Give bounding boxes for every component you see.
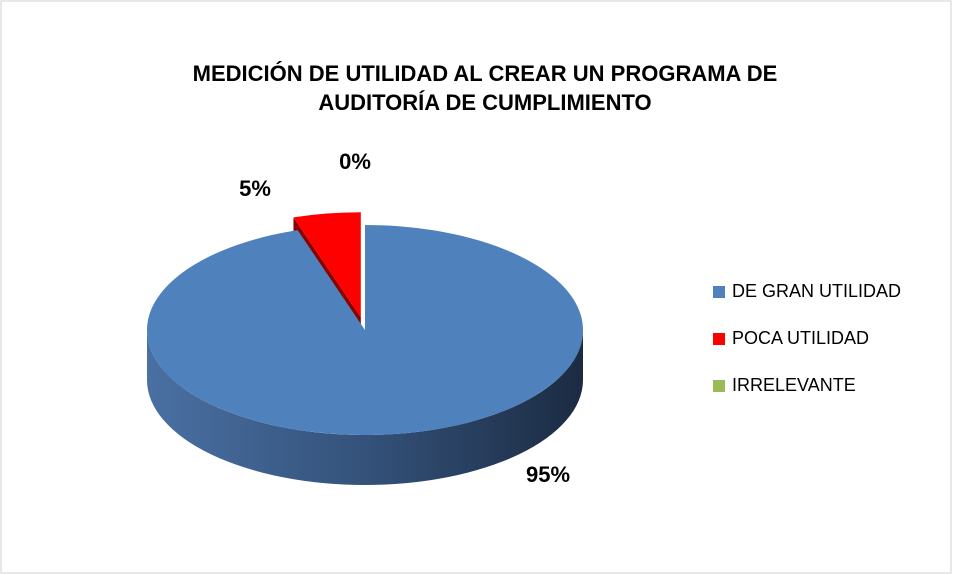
legend-label: IRRELEVANTE (732, 375, 856, 395)
legend-swatch (713, 380, 725, 392)
legend-label: DE GRAN UTILIDAD (732, 281, 901, 301)
pie-slice (293, 212, 361, 318)
data-label: 95% (526, 462, 570, 487)
data-label: 5% (239, 176, 271, 201)
slice-side (147, 330, 583, 485)
chart-title: AUDITORÍA DE CUMPLIMIENTO (318, 90, 651, 115)
pie-slice (147, 225, 584, 436)
legend-swatch (713, 286, 725, 298)
legend-swatch (713, 333, 725, 345)
legend-label: POCA UTILIDAD (732, 328, 869, 348)
data-label: 0% (339, 149, 371, 174)
chart-title: MEDICIÓN DE UTILIDAD AL CREAR UN PROGRAM… (193, 61, 778, 86)
